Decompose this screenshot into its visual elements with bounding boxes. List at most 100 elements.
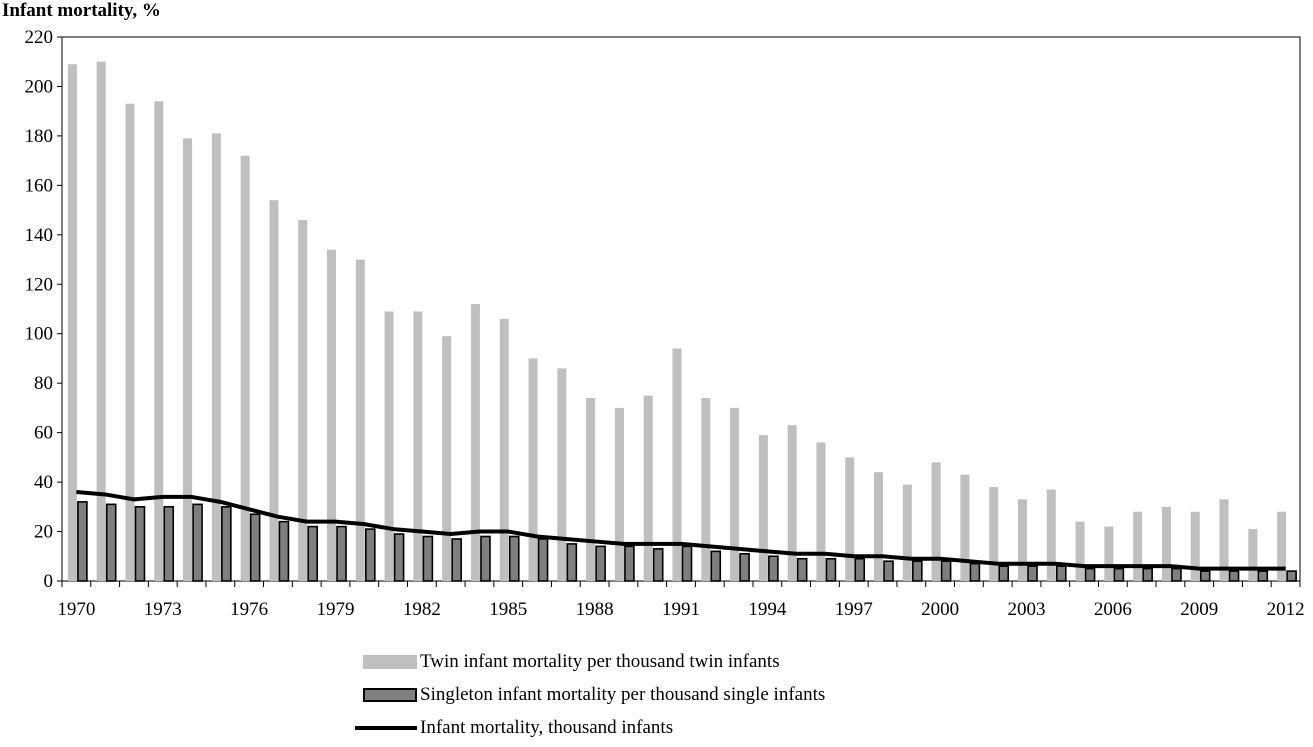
singleton-series [77, 501, 1297, 582]
x-tick-label: 1994 [748, 599, 787, 620]
x-tick-label: 1982 [403, 599, 441, 620]
twin-series [67, 61, 1287, 582]
twin-bar [355, 259, 365, 581]
singleton-bar [508, 535, 520, 582]
y-tick-label: 220 [25, 27, 54, 48]
twin-bar [1075, 521, 1085, 581]
y-tick-label: 120 [25, 274, 54, 295]
twin-bar [586, 398, 596, 581]
singleton-bar [624, 545, 635, 582]
singleton-bar [912, 560, 923, 582]
twin-bar [730, 407, 740, 581]
twin-bar [240, 155, 250, 581]
singleton-bar [854, 557, 866, 582]
y-tick-label: 20 [34, 522, 53, 543]
x-tick-label: 1988 [576, 599, 614, 620]
singleton-bar [480, 535, 491, 582]
twin-bar [845, 457, 855, 581]
singleton-bar [1228, 570, 1240, 582]
singleton-bar [105, 503, 117, 582]
y-axis: 0 20 40 60 80 100 120 140 160 180 200 220 [25, 27, 62, 592]
twin-bar [67, 64, 77, 581]
legend-swatch-twin [363, 654, 417, 669]
x-tick-label: 1991 [662, 599, 700, 620]
y-tick-label: 60 [34, 423, 53, 444]
twin-bar [96, 61, 106, 581]
twin-bar [499, 318, 509, 581]
twin-bar [931, 462, 941, 581]
singleton-bar [393, 533, 405, 582]
legend-swatch-infant [355, 725, 417, 730]
singleton-bar [365, 528, 376, 582]
singleton-bar [134, 506, 146, 582]
x-tick-label: 2006 [1094, 599, 1132, 620]
x-tick-label: 1970 [57, 599, 95, 620]
x-tick-label: 1976 [230, 599, 268, 620]
legend-label-twin: Twin infant mortality per thousand twin … [420, 650, 780, 672]
twin-bar [298, 219, 308, 581]
legend-label-singleton: Singleton infant mortality per thousand … [420, 683, 826, 705]
twin-bar [384, 311, 394, 581]
y-tick-label: 0 [44, 571, 54, 592]
twin-bar [989, 487, 999, 581]
singleton-bar [710, 550, 722, 582]
singleton-bar [595, 545, 606, 582]
y-tick-label: 160 [25, 175, 54, 196]
y-tick-label: 140 [25, 225, 54, 246]
twin-bar [758, 435, 768, 581]
singleton-bar [969, 562, 981, 582]
legend-label-infant: Infant mortality, thousand infants [420, 716, 674, 738]
twin-bar [1248, 529, 1258, 581]
twin-bar [1133, 511, 1143, 581]
singleton-bar [1199, 570, 1211, 582]
singleton-bar [652, 548, 664, 582]
singleton-bar [307, 525, 319, 582]
y-tick-label: 40 [34, 472, 53, 493]
singleton-bar [883, 560, 894, 582]
singleton-bar [77, 501, 88, 582]
x-tick-label: 1973 [144, 599, 182, 620]
twin-bar [1017, 499, 1027, 581]
singleton-bar [998, 565, 1009, 582]
twin-bar [672, 348, 682, 581]
singleton-bar [681, 545, 693, 582]
twin-bar [269, 200, 279, 581]
singleton-bar [336, 525, 347, 582]
twin-bar [470, 304, 480, 581]
singleton-bar [566, 543, 578, 582]
singleton-bar [221, 506, 232, 582]
twin-bar [1219, 499, 1229, 581]
twin-bar [125, 103, 135, 581]
chart-title: Infant mortality, % [2, 0, 161, 21]
twin-bar [1161, 506, 1171, 581]
singleton-bar [768, 555, 779, 582]
x-tick-label: 1979 [317, 599, 355, 620]
twin-bar [327, 249, 337, 581]
twin-bar [1046, 489, 1056, 581]
singleton-bar [1113, 567, 1125, 582]
twin-bar [413, 311, 423, 581]
singleton-bar [422, 535, 434, 582]
x-tick-label: 2003 [1007, 599, 1045, 620]
singleton-bar [537, 538, 549, 582]
twin-bar [643, 395, 653, 581]
twin-bar [787, 425, 797, 581]
twin-bar [211, 133, 221, 581]
twin-bar [874, 472, 884, 581]
twin-bar [816, 442, 826, 581]
twin-bar [960, 474, 970, 581]
twin-bar [1190, 511, 1200, 581]
infant-mortality-line [76, 489, 1286, 571]
singleton-bar [1027, 565, 1038, 582]
singleton-bar [796, 557, 808, 582]
singleton-bar [825, 557, 837, 582]
twin-bar [183, 138, 193, 581]
legend-swatch-singleton [363, 687, 417, 702]
singleton-bar [1142, 567, 1153, 582]
x-axis: 1970 1973 1976 1979 1982 1985 1988 1991 1994 1997… [57, 581, 1305, 620]
singleton-bar [451, 538, 462, 582]
infant-mortality-series [76, 489, 1286, 571]
twin-bar [1104, 526, 1114, 581]
x-tick-label: 2009 [1180, 599, 1218, 620]
